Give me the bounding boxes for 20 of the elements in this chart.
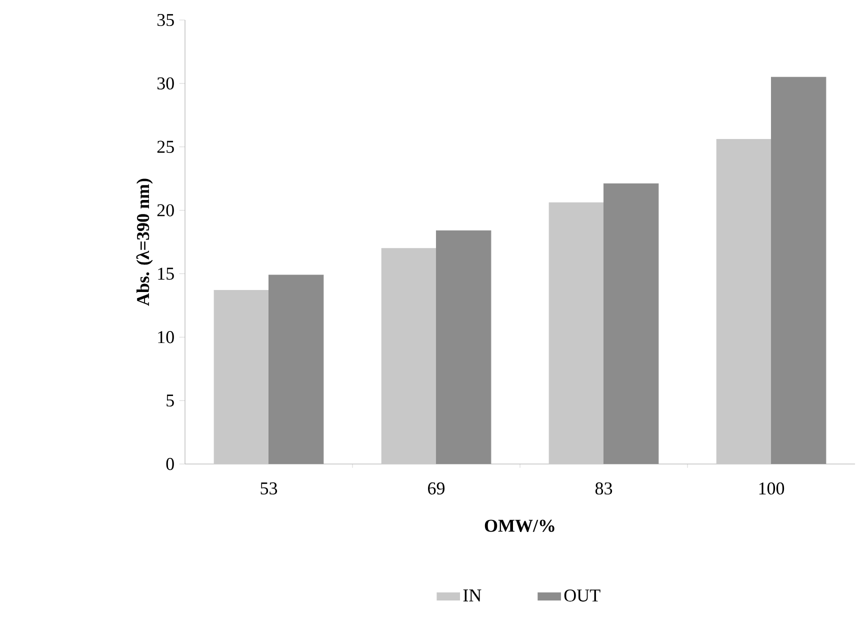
y-tick-label: 35 — [157, 14, 174, 26]
bar — [268, 274, 324, 464]
y-tick-label: 30 — [157, 77, 174, 90]
y-tick-label: 0 — [166, 458, 174, 470]
x-tick-label: 100 — [759, 482, 784, 495]
legend-label: IN — [463, 590, 482, 602]
bar — [603, 183, 659, 464]
y-axis-title: Abs. (λ=390 nm) — [136, 178, 153, 306]
x-axis-title: OMW/% — [484, 520, 554, 532]
bar — [436, 230, 492, 464]
y-tick-label: 20 — [157, 204, 174, 216]
y-tick-label: 25 — [157, 140, 174, 153]
legend-label: OUT — [564, 589, 600, 602]
y-tick-label: 15 — [158, 268, 174, 280]
y-tick-label: 10 — [158, 331, 174, 344]
bar — [770, 76, 826, 464]
x-tick-label: 83 — [595, 482, 612, 495]
x-tick-label: 53 — [260, 482, 278, 494]
x-tick-label: 69 — [428, 482, 445, 494]
y-tick-label: 5 — [166, 394, 174, 407]
